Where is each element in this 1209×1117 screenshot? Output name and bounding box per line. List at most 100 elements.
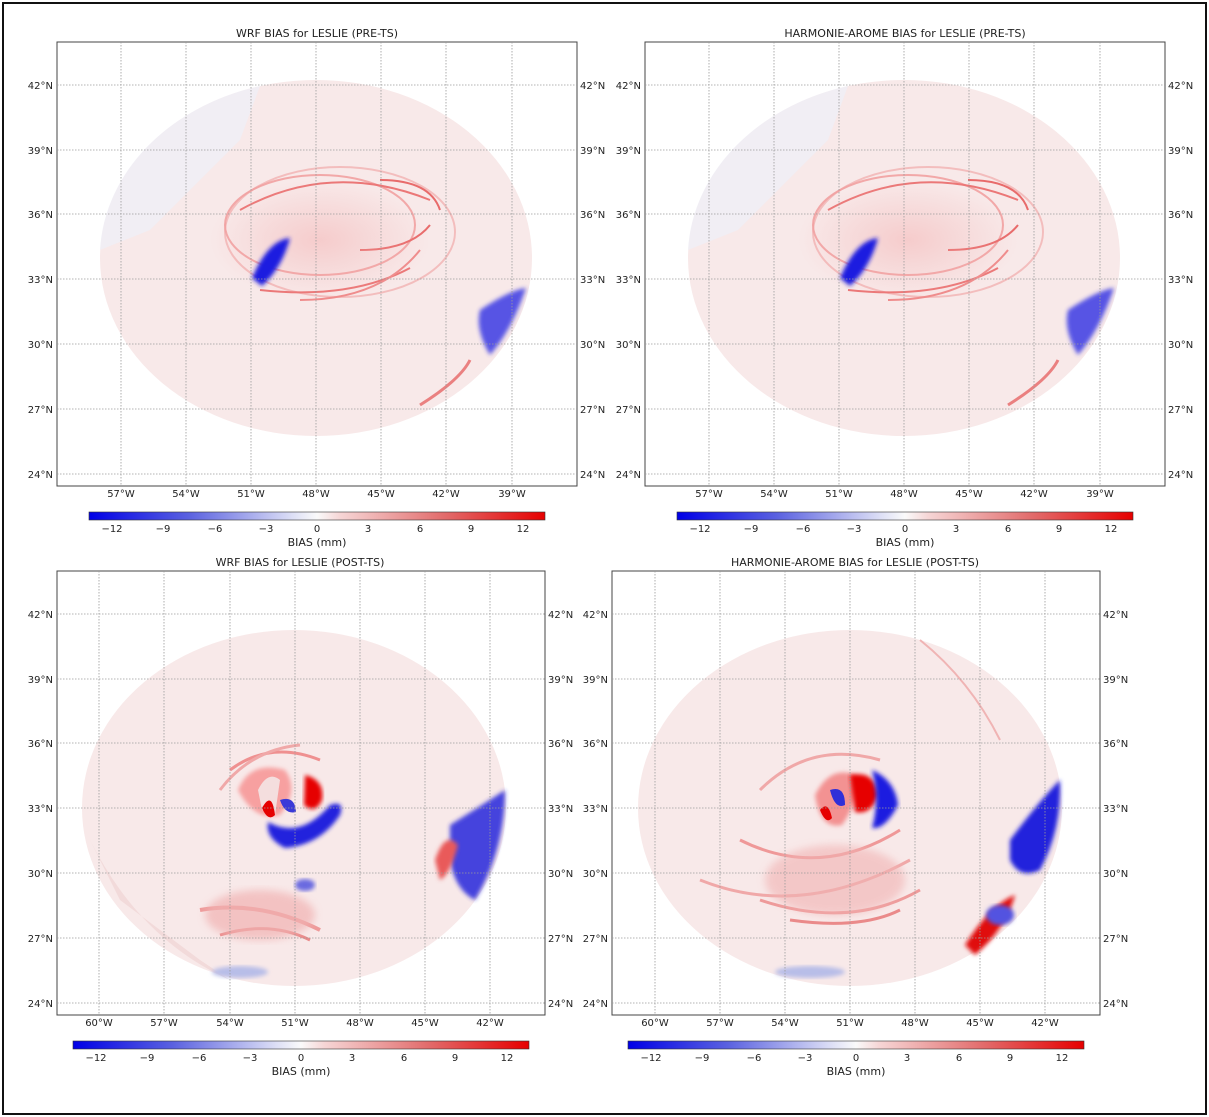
graticule (612, 571, 1100, 1015)
lat-label: 30°N (28, 340, 53, 351)
colorbar: −12 −9 −6 −3 0 3 6 9 12 BIAS (mm) (72, 1040, 530, 1078)
colorbar-tick: −9 (744, 524, 759, 535)
colorbar-tick: 3 (904, 1053, 910, 1064)
lat-labels-left: 42°N 39°N 36°N 33°N 30°N 27°N 24°N (616, 81, 641, 481)
lat-label: 36°N (28, 739, 53, 750)
lon-label: 57°W (107, 489, 135, 500)
negative-bias-patch (1010, 780, 1061, 874)
lat-label: 36°N (1168, 210, 1193, 221)
colorbar-tick: 12 (501, 1053, 514, 1064)
colorbar-tick: −3 (847, 524, 862, 535)
lat-label: 30°N (580, 340, 605, 351)
negative-bias-patch (267, 803, 342, 848)
lon-label: 54°W (172, 489, 200, 500)
colorbar-label: BIAS (mm) (272, 1065, 331, 1078)
lat-label: 42°N (1103, 610, 1128, 621)
panel-harmonie-pre-ts: HARMONIE-AROME BIAS for LESLIE (PRE-TS) … (616, 27, 1193, 549)
graticule (57, 42, 577, 486)
colorbar-tick: −6 (192, 1053, 207, 1064)
colorbar-label: BIAS (mm) (876, 536, 935, 549)
lon-label: 39°W (498, 489, 526, 500)
lat-label: 39°N (28, 146, 53, 157)
lon-label: 57°W (150, 1018, 178, 1029)
lat-label: 27°N (580, 405, 605, 416)
lat-label: 39°N (583, 675, 608, 686)
lat-labels-left: 42°N 39°N 36°N 33°N 30°N 27°N 24°N (28, 610, 53, 1010)
lat-labels-right: 42°N 39°N 36°N 33°N 30°N 27°N 24°N (1168, 81, 1193, 481)
lat-label: 27°N (28, 934, 53, 945)
lat-label: 42°N (580, 81, 605, 92)
lat-label: 33°N (1103, 804, 1128, 815)
colorbar-tick: 9 (468, 524, 474, 535)
lon-label: 42°W (476, 1018, 504, 1029)
lat-label: 27°N (28, 405, 53, 416)
lat-label: 42°N (616, 81, 641, 92)
lon-label: 60°W (85, 1018, 113, 1029)
lat-label: 39°N (548, 675, 573, 686)
lat-label: 36°N (548, 739, 573, 750)
colorbar-tick: 0 (314, 524, 320, 535)
lat-label: 24°N (548, 999, 573, 1010)
colorbar: −12 −9 −6 −3 0 3 6 9 12 BIAS (mm) (627, 1040, 1085, 1078)
colorbar-tick: −9 (140, 1053, 155, 1064)
panel-title: WRF BIAS for LESLIE (PRE-TS) (236, 27, 398, 40)
negative-bias-patch (252, 238, 290, 286)
panel-title: WRF BIAS for LESLIE (POST-TS) (216, 556, 385, 569)
colorbar-tick: 9 (1007, 1053, 1013, 1064)
lat-labels-right: 42°N 39°N 36°N 33°N 30°N 27°N 24°N (580, 81, 605, 481)
colorbar-tick: 6 (956, 1053, 962, 1064)
colorbar-tick: −12 (640, 1053, 661, 1064)
lat-label: 30°N (583, 869, 608, 880)
lat-labels-left: 42°N 39°N 36°N 33°N 30°N 27°N 24°N (583, 610, 608, 1010)
negative-bias-patch (872, 770, 898, 829)
lon-label: 57°W (706, 1018, 734, 1029)
colorbar-tick: −12 (101, 524, 122, 535)
lat-label: 27°N (583, 934, 608, 945)
lon-label: 48°W (346, 1018, 374, 1029)
lat-label: 42°N (583, 610, 608, 621)
lat-label: 30°N (1103, 869, 1128, 880)
lat-label: 33°N (583, 804, 608, 815)
colorbar-tick: −9 (695, 1053, 710, 1064)
colorbar-tick: −6 (747, 1053, 762, 1064)
lat-label: 30°N (1168, 340, 1193, 351)
lon-label: 45°W (367, 489, 395, 500)
lon-label: 42°W (432, 489, 460, 500)
lon-label: 60°W (641, 1018, 669, 1029)
lat-label: 36°N (580, 210, 605, 221)
lon-labels: 57°W 54°W 51°W 48°W 45°W 42°W 39°W (107, 489, 526, 500)
lat-label: 39°N (616, 146, 641, 157)
colorbar-tick: 12 (1056, 1053, 1069, 1064)
lat-label: 39°N (28, 675, 53, 686)
lat-labels-right: 42°N 39°N 36°N 33°N 30°N 27°N 24°N (1103, 610, 1128, 1010)
colorbar-label: BIAS (mm) (827, 1065, 886, 1078)
lat-label: 27°N (548, 934, 573, 945)
lat-label: 24°N (583, 999, 608, 1010)
lat-label: 24°N (1103, 999, 1128, 1010)
colorbar-tick: 6 (401, 1053, 407, 1064)
panel-harmonie-post-ts: HARMONIE-AROME BIAS for LESLIE (POST-TS) (583, 556, 1128, 1078)
colorbar-tick: −3 (243, 1053, 258, 1064)
lat-label: 33°N (28, 275, 53, 286)
positive-bias-patch (850, 774, 878, 813)
panel-wrf-post-ts: WRF BIAS for LESLIE (POST-TS) (28, 556, 573, 1078)
lat-labels-right: 42°N 39°N 36°N 33°N 30°N 27°N 24°N (548, 610, 573, 1010)
colorbar-tick: −9 (156, 524, 171, 535)
positive-bias-patch (304, 775, 323, 809)
graticule (645, 42, 1165, 486)
lat-label: 33°N (28, 804, 53, 815)
lat-label: 33°N (580, 275, 605, 286)
lat-label: 27°N (616, 405, 641, 416)
lon-label: 54°W (216, 1018, 244, 1029)
lat-label: 24°N (28, 999, 53, 1010)
lat-label: 24°N (616, 470, 641, 481)
lon-label: 54°W (760, 489, 788, 500)
colorbar-tick: 9 (1056, 524, 1062, 535)
lat-labels-left: 42°N 39°N 36°N 33°N 30°N 27°N 24°N (28, 81, 53, 481)
colorbar-tick: 12 (517, 524, 530, 535)
colorbar-tick: 9 (452, 1053, 458, 1064)
lat-label: 33°N (1168, 275, 1193, 286)
lon-label: 48°W (901, 1018, 929, 1029)
lat-label: 42°N (28, 610, 53, 621)
colorbar-tick: −6 (796, 524, 811, 535)
